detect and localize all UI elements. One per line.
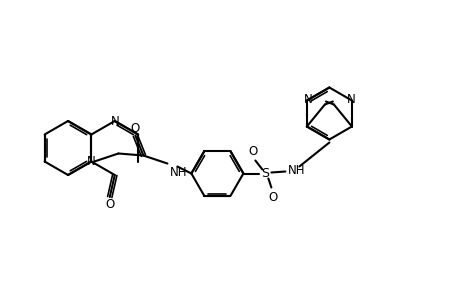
Text: S: S <box>261 167 269 180</box>
Text: NH: NH <box>287 164 304 177</box>
Text: N: N <box>346 93 354 106</box>
Text: O: O <box>105 197 114 211</box>
Text: N: N <box>87 155 95 168</box>
Text: O: O <box>248 145 257 158</box>
Text: N: N <box>303 93 312 106</box>
Text: O: O <box>130 122 140 135</box>
Text: NH: NH <box>169 166 186 178</box>
Text: O: O <box>268 191 277 204</box>
Text: N: N <box>110 115 119 128</box>
